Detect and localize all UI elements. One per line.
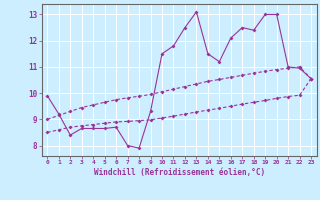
X-axis label: Windchill (Refroidissement éolien,°C): Windchill (Refroidissement éolien,°C)	[94, 168, 265, 177]
